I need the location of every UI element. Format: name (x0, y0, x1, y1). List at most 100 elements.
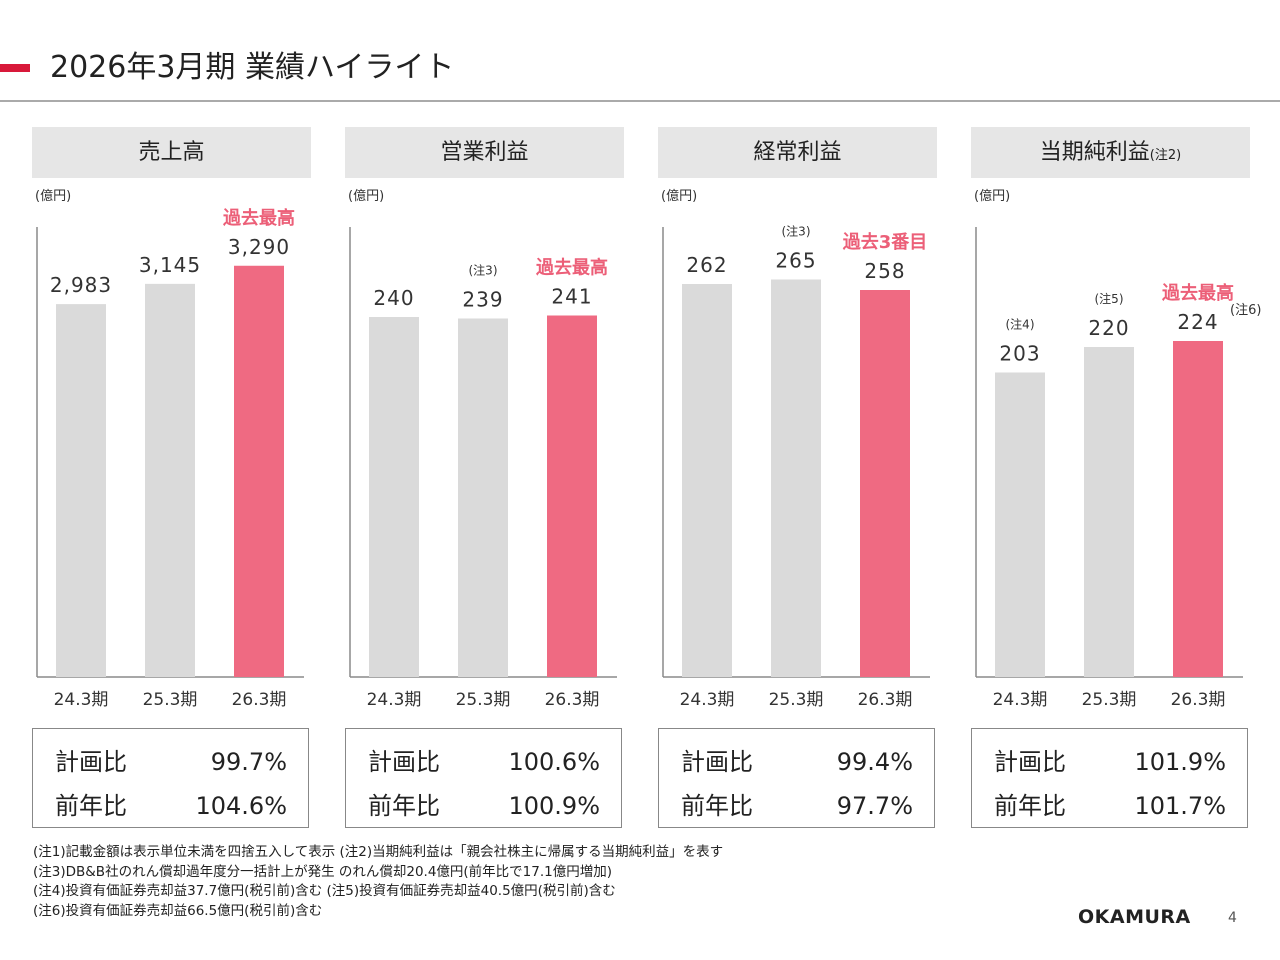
bar (234, 265, 284, 677)
bar-value-label: 2,983 (50, 273, 112, 297)
kpi-value: 101.7% (1134, 792, 1226, 820)
x-tick-label: 26.3期 (232, 690, 287, 710)
panel-title: 売上高 (32, 127, 311, 178)
unit-label: (億円) (348, 189, 385, 204)
bar-value-label: 258 (864, 259, 905, 283)
kpi-row-plan: 計画比 99.4% (681, 742, 913, 782)
panel-net-income: 当期純利益(注2) (億円) 203 (注4) 24.3期 220 (注5) 25.3期 2… (971, 127, 1261, 830)
kpi-row-plan: 計画比 101.9% (994, 742, 1226, 782)
panel-title-text: 経常利益 (753, 140, 842, 165)
panel-title: 当期純利益(注2) (971, 127, 1250, 178)
kpi-label: 前年比 (368, 792, 440, 820)
kpi-label: 計画比 (55, 748, 127, 776)
x-tick-label: 24.3期 (54, 690, 109, 710)
bar (369, 317, 419, 677)
kpi-row-yoy: 前年比 104.6% (55, 786, 287, 826)
kpi-row-yoy: 前年比 97.7% (681, 786, 913, 826)
bar-value-label: 262 (686, 253, 727, 277)
bar-note-label: (注4) (1006, 317, 1035, 332)
bar (1173, 341, 1223, 677)
record-high-callout: 過去最高 (536, 257, 608, 279)
panel-title-text: 売上高 (138, 140, 205, 165)
bar (860, 290, 910, 677)
kpi-label: 計画比 (681, 748, 753, 776)
panel-title: 経常利益 (658, 127, 937, 178)
bar (56, 304, 106, 677)
kpi-value: 100.6% (508, 748, 600, 776)
kpi-row-yoy: 前年比 100.9% (368, 786, 600, 826)
bar-value-label: 3,290 (228, 235, 290, 259)
bar-value-label: 220 (1088, 316, 1129, 340)
kpi-value: 99.7% (210, 748, 287, 776)
kpi-label: 前年比 (681, 792, 753, 820)
panel-sales: 売上高 (億円) 2,983 24.3期 3,145 25.3期 3,290 過去最高 26… (32, 127, 312, 830)
kpi-value: 97.7% (836, 792, 913, 820)
x-tick-label: 26.3期 (545, 690, 600, 710)
page-number: 4 (1228, 910, 1237, 926)
bar-note-label: (注5) (1095, 291, 1124, 306)
kpi-row-plan: 計画比 99.7% (55, 742, 287, 782)
kpi-row-plan: 計画比 100.6% (368, 742, 600, 782)
record-high-callout: 過去3番目 (843, 231, 928, 253)
kpi-label: 前年比 (994, 792, 1066, 820)
kpi-row-yoy: 前年比 101.7% (994, 786, 1226, 826)
x-tick-label: 25.3期 (456, 690, 511, 710)
company-logo: OKAMURA (1078, 906, 1191, 928)
x-tick-label: 25.3期 (143, 690, 198, 710)
footnote-line: (注3)DB&B社のれん償却過年度分一括計上が発生 のれん償却20.4億円(前年… (33, 863, 613, 880)
kpi-value: 99.4% (836, 748, 913, 776)
bar-suffix-note: (注6) (1230, 303, 1261, 318)
x-tick-label: 26.3期 (858, 690, 913, 710)
panel-title-text: 営業利益 (440, 140, 529, 165)
kpi-value: 101.9% (1134, 748, 1226, 776)
operating-income-bar-chart: 240 24.3期 239 (注3) 25.3期 241 過去最高 26.3期 (349, 227, 617, 710)
bar (458, 318, 508, 677)
bar (995, 372, 1045, 677)
bar-note-label: (注3) (469, 263, 498, 278)
panel-ordinary-income: 経常利益 (億円) 262 24.3期 265 (注3) 25.3期 258 過去3番目 26… (658, 127, 938, 830)
bar-value-label: 203 (999, 342, 1040, 366)
unit-label: (億円) (974, 189, 1011, 204)
footnote-line: (注4)投資有価証券売却益37.7億円(税引前)含む (注5)投資有価証券売却益… (33, 883, 616, 899)
panel-title-text: 当期純利益 (1039, 140, 1150, 165)
sales-bar-chart: 2,983 24.3期 3,145 25.3期 3,290 過去最高 26.3期 (36, 207, 304, 710)
bar (682, 284, 732, 677)
panel-operating-income: 営業利益 (億円) 240 24.3期 239 (注3) 25.3期 241 過去最高 26.… (345, 127, 625, 830)
page-title: 2026年3月期 業績ハイライト (50, 50, 455, 85)
bar-value-label: 3,145 (139, 253, 201, 277)
bar-value-label: 224 (1177, 310, 1218, 334)
bar-note-label: (注3) (782, 224, 811, 239)
kpi-box: 計画比 101.9% 前年比 101.7% (971, 728, 1248, 828)
footnote-line: (注6)投資有価証券売却益66.5億円(税引前)含む (33, 902, 323, 919)
bar (771, 279, 821, 677)
ordinary-income-bar-chart: 262 24.3期 265 (注3) 25.3期 258 過去3番目 26.3期 (662, 224, 930, 710)
bar-value-label: 240 (373, 286, 414, 310)
kpi-label: 計画比 (368, 748, 440, 776)
x-tick-label: 24.3期 (680, 690, 735, 710)
x-tick-label: 25.3期 (769, 690, 824, 710)
unit-label: (億円) (661, 189, 698, 204)
kpi-box: 計画比 100.6% 前年比 100.9% (345, 728, 622, 828)
kpi-box: 計画比 99.4% 前年比 97.7% (658, 728, 935, 828)
bar-value-label: 239 (462, 288, 503, 312)
panel-title-note: (注2) (1149, 148, 1182, 163)
kpi-label: 計画比 (994, 748, 1066, 776)
x-tick-label: 26.3期 (1171, 690, 1226, 710)
bar (145, 283, 195, 677)
footnote-line: (注1)記載金額は表示単位未満を四捨五入して表示 (注2)当期純利益は「親会社株… (33, 844, 724, 860)
footnotes: (注1)記載金額は表示単位未満を四捨五入して表示 (注2)当期純利益は「親会社株… (33, 843, 723, 921)
net-income-bar-chart: 203 (注4) 24.3期 220 (注5) 25.3期 224 (注6)過去最高 26.3期 (975, 227, 1261, 710)
x-tick-label: 24.3期 (993, 690, 1048, 710)
x-tick-label: 25.3期 (1082, 690, 1137, 710)
unit-label: (億円) (35, 189, 72, 204)
kpi-value: 100.9% (508, 792, 600, 820)
bar-value-label: 241 (551, 285, 592, 309)
bar (547, 315, 597, 677)
kpi-box: 計画比 99.7% 前年比 104.6% (32, 728, 309, 828)
header-accent-bar (0, 64, 30, 72)
bar (1084, 347, 1134, 677)
record-high-callout: 過去最高 (223, 207, 295, 229)
panel-title: 営業利益 (345, 127, 624, 178)
kpi-value: 104.6% (195, 792, 287, 820)
record-high-callout: 過去最高 (1162, 282, 1234, 304)
